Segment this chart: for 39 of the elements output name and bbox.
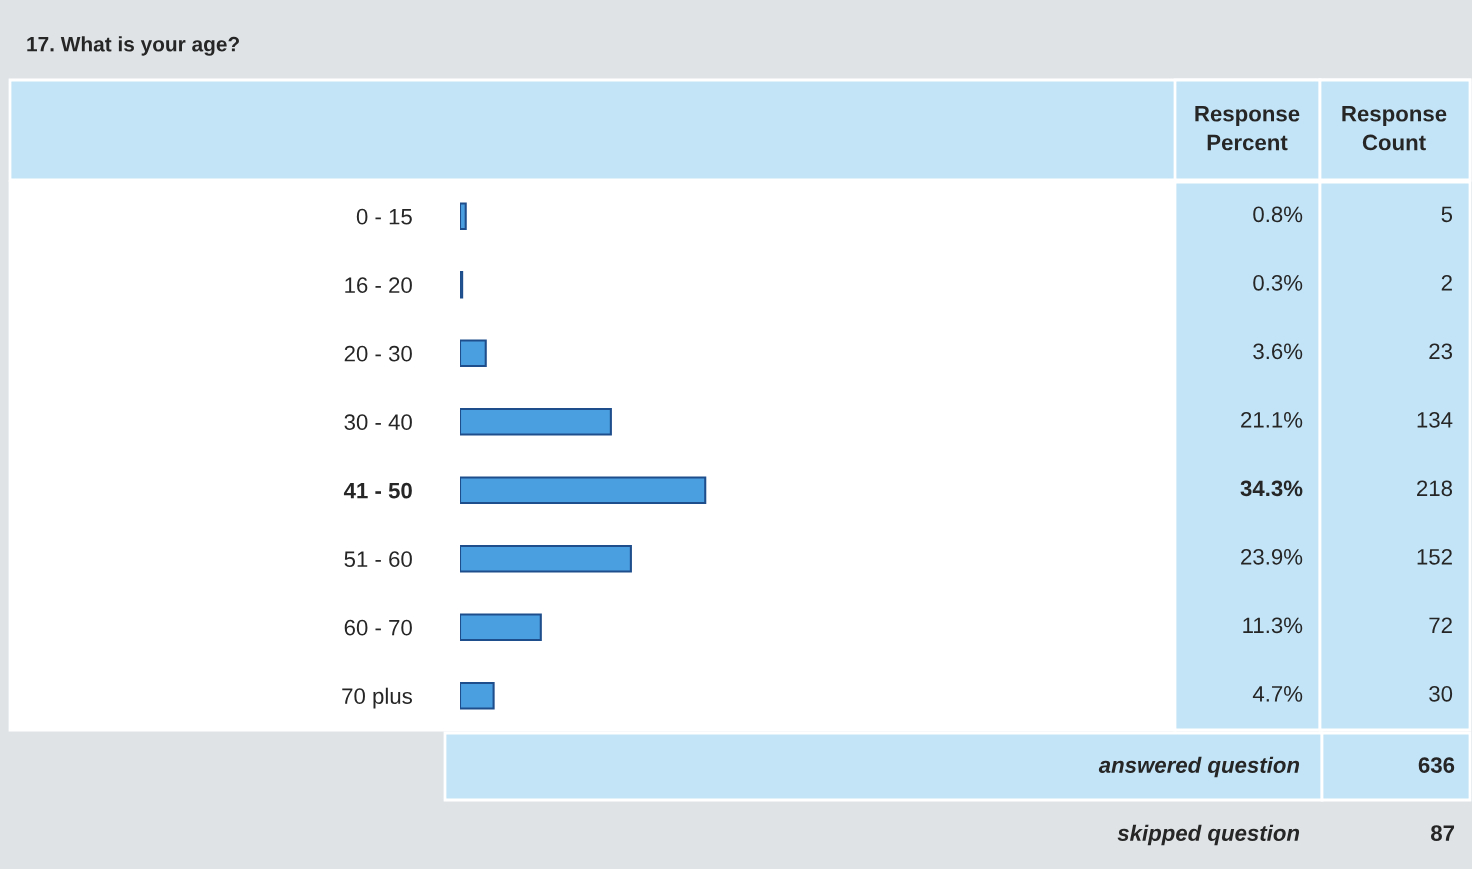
y-tick-label: 0 - 15 bbox=[356, 208, 412, 225]
text: 72 bbox=[1429, 617, 1452, 633]
y-tick-label: 16 - 20 bbox=[345, 277, 412, 294]
y-tick-label: 70 plus bbox=[342, 687, 412, 709]
y-tick-label: 20 - 30 bbox=[344, 345, 412, 362]
bar bbox=[460, 408, 612, 436]
data-label: 21.1% bbox=[1241, 411, 1303, 428]
bar bbox=[460, 202, 467, 230]
bar bbox=[460, 271, 464, 299]
text: 23 bbox=[1429, 343, 1453, 360]
text: 87 bbox=[1430, 825, 1455, 841]
text: Response Count bbox=[1342, 106, 1447, 151]
y-tick-label: 60 - 70 bbox=[344, 619, 412, 636]
bar bbox=[460, 613, 542, 641]
data-label: 23.9% bbox=[1241, 548, 1303, 565]
text: 134 bbox=[1417, 411, 1453, 428]
bar bbox=[460, 545, 632, 573]
text: 5 bbox=[1441, 206, 1453, 223]
text: 636 bbox=[1418, 757, 1455, 773]
data-label: 11.3% bbox=[1243, 617, 1303, 634]
text: 218 bbox=[1417, 480, 1453, 497]
text: 152 bbox=[1417, 548, 1452, 565]
bar bbox=[460, 476, 707, 504]
text: 2 bbox=[1441, 274, 1452, 291]
text: answered question bbox=[1098, 756, 1300, 778]
bar bbox=[460, 682, 495, 710]
text: skipped question bbox=[1117, 824, 1300, 846]
bar bbox=[460, 339, 487, 367]
y-tick-label: 41 - 50 bbox=[343, 482, 412, 499]
data-label: 0.8% bbox=[1253, 206, 1303, 223]
y-tick-label: 30 - 40 bbox=[344, 414, 412, 431]
data-label: 3.6% bbox=[1253, 343, 1303, 360]
y-tick-label: 51 - 60 bbox=[344, 551, 412, 568]
data-label: 34.3% bbox=[1240, 480, 1303, 497]
text: 30 bbox=[1429, 685, 1453, 702]
data-label: 4.7% bbox=[1252, 686, 1303, 702]
text: 17. What is your age? bbox=[27, 36, 239, 56]
data-label: 0.3% bbox=[1253, 274, 1303, 291]
text: Response Percent bbox=[1195, 106, 1300, 151]
